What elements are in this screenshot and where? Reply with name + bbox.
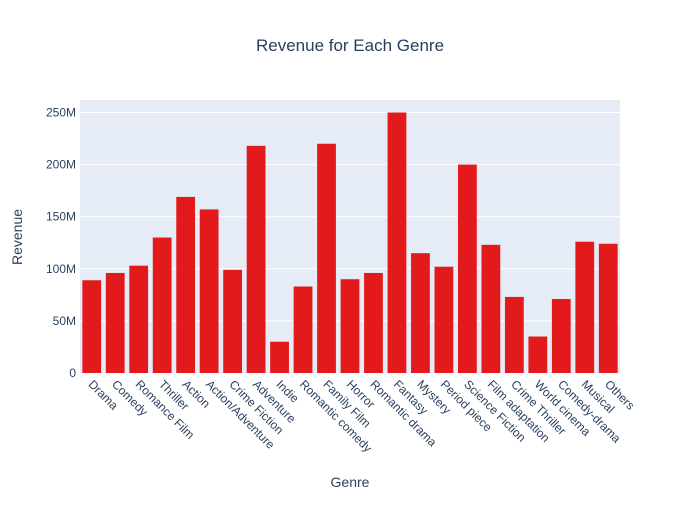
x-axis-title: Genre bbox=[331, 474, 370, 490]
bar[interactable] bbox=[176, 196, 196, 373]
bars bbox=[82, 112, 618, 373]
bar[interactable] bbox=[317, 143, 336, 373]
y-tick-label: 250M bbox=[46, 106, 76, 120]
bar[interactable] bbox=[223, 269, 242, 373]
bar[interactable] bbox=[411, 253, 430, 373]
bar[interactable] bbox=[504, 296, 524, 373]
bar[interactable] bbox=[246, 145, 266, 373]
bar[interactable] bbox=[105, 272, 125, 373]
bar[interactable] bbox=[340, 279, 360, 373]
y-tick-label: 150M bbox=[46, 210, 76, 224]
y-tick-label: 0 bbox=[69, 366, 76, 380]
bar[interactable] bbox=[129, 265, 149, 373]
bar[interactable] bbox=[364, 272, 383, 373]
bar[interactable] bbox=[199, 209, 219, 373]
bar[interactable] bbox=[387, 112, 407, 373]
y-axis-ticks: 0 50M 100M 150M 200M 250M bbox=[46, 106, 76, 380]
bar[interactable] bbox=[152, 237, 172, 373]
bar[interactable] bbox=[598, 243, 618, 373]
y-tick-label: 200M bbox=[46, 158, 76, 172]
bar[interactable] bbox=[458, 164, 477, 373]
y-tick-label: 50M bbox=[53, 314, 76, 328]
bar[interactable] bbox=[82, 280, 102, 373]
bar[interactable] bbox=[293, 286, 313, 373]
chart-title: Revenue for Each Genre bbox=[256, 36, 444, 55]
y-tick-label: 100M bbox=[46, 262, 76, 276]
bar[interactable] bbox=[481, 244, 501, 373]
bar[interactable] bbox=[528, 336, 548, 373]
y-axis-title: Revenue bbox=[9, 209, 25, 265]
bar[interactable] bbox=[575, 241, 595, 373]
bar[interactable] bbox=[434, 266, 454, 373]
bar[interactable] bbox=[551, 299, 571, 373]
bar[interactable] bbox=[270, 341, 289, 373]
